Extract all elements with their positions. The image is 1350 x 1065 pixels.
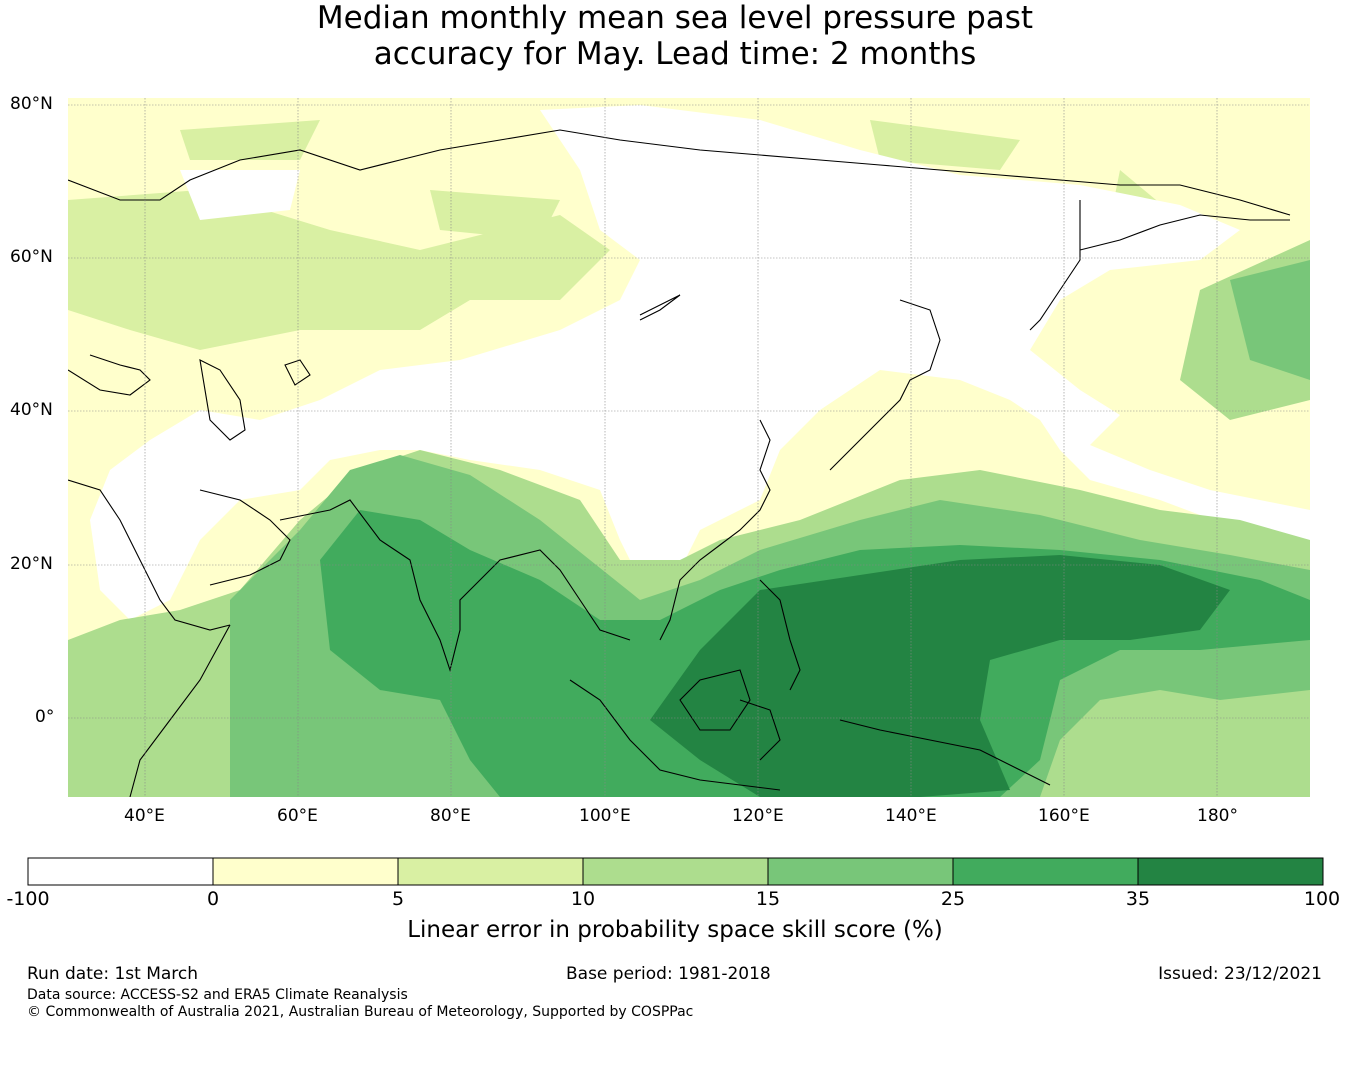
colorbar-tick: 0 bbox=[207, 888, 219, 910]
colorbar-tick: 5 bbox=[392, 888, 404, 910]
colorbar-segment-neg100-0 bbox=[28, 858, 213, 885]
lon-label-120e: 120°E bbox=[732, 806, 784, 826]
colorbar bbox=[28, 858, 1323, 885]
data-source: Data source: ACCESS-S2 and ERA5 Climate … bbox=[27, 987, 408, 1003]
lat-label-60n: 60°N bbox=[10, 247, 53, 267]
lat-label-0: 0° bbox=[35, 707, 54, 727]
colorbar-segment-15-25 bbox=[768, 858, 953, 885]
lat-label-20n: 20°N bbox=[10, 554, 53, 574]
lon-label-140e: 140°E bbox=[885, 806, 937, 826]
lat-label-80n: 80°N bbox=[10, 94, 53, 114]
issued-date: Issued: 23/12/2021 bbox=[1158, 964, 1322, 984]
colorbar-segment-5-10 bbox=[398, 858, 583, 885]
skill-field bbox=[68, 98, 1310, 797]
lon-label-80e: 80°E bbox=[430, 806, 471, 826]
colorbar-title: Linear error in probability space skill … bbox=[0, 917, 1350, 943]
colorbar-segment-0-5 bbox=[213, 858, 398, 885]
colorbar-tick: 15 bbox=[756, 888, 780, 910]
colorbar-segment-25-35 bbox=[953, 858, 1138, 885]
lon-label-60e: 60°E bbox=[277, 806, 318, 826]
run-date: Run date: 1st March bbox=[27, 964, 198, 984]
lon-label-180: 180° bbox=[1197, 806, 1238, 826]
colorbar-tick: 10 bbox=[571, 888, 595, 910]
colorbar-tick: 25 bbox=[941, 888, 965, 910]
lon-label-160e: 160°E bbox=[1038, 806, 1090, 826]
lat-label-40n: 40°N bbox=[10, 400, 53, 420]
colorbar-tick: 100 bbox=[1304, 888, 1340, 910]
colorbar-segment-35-100 bbox=[1138, 858, 1323, 885]
colorbar-segment-10-15 bbox=[583, 858, 768, 885]
colorbar-tick: -100 bbox=[6, 888, 49, 910]
lon-label-100e: 100°E bbox=[579, 806, 631, 826]
base-period: Base period: 1981-2018 bbox=[566, 964, 771, 984]
lon-label-40e: 40°E bbox=[124, 806, 165, 826]
colorbar-tick: 35 bbox=[1126, 888, 1150, 910]
copyright: © Commonwealth of Australia 2021, Austra… bbox=[27, 1004, 693, 1020]
